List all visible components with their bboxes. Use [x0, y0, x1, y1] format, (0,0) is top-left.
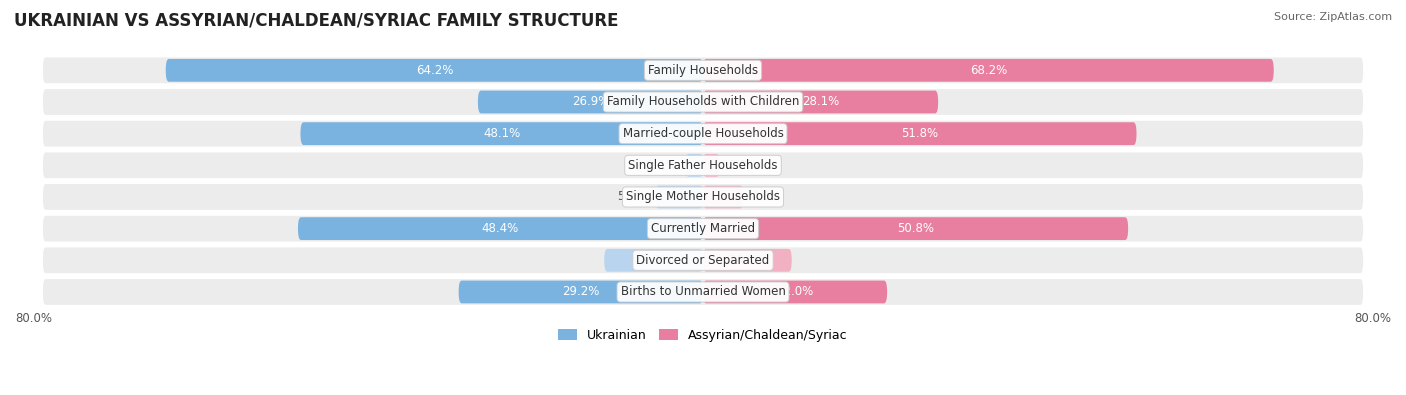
Text: 4.8%: 4.8% [752, 190, 782, 203]
FancyBboxPatch shape [655, 186, 703, 209]
Text: 28.1%: 28.1% [801, 96, 839, 109]
FancyBboxPatch shape [42, 246, 1364, 274]
FancyBboxPatch shape [166, 59, 703, 82]
FancyBboxPatch shape [703, 122, 1136, 145]
Text: 50.8%: 50.8% [897, 222, 934, 235]
FancyBboxPatch shape [42, 56, 1364, 84]
FancyBboxPatch shape [42, 215, 1364, 243]
Text: Single Mother Households: Single Mother Households [626, 190, 780, 203]
FancyBboxPatch shape [686, 154, 703, 177]
Text: Currently Married: Currently Married [651, 222, 755, 235]
FancyBboxPatch shape [42, 120, 1364, 148]
FancyBboxPatch shape [703, 59, 1274, 82]
Text: 68.2%: 68.2% [970, 64, 1007, 77]
Text: Births to Unmarried Women: Births to Unmarried Women [620, 286, 786, 299]
Text: 48.1%: 48.1% [484, 127, 520, 140]
Text: Married-couple Households: Married-couple Households [623, 127, 783, 140]
FancyBboxPatch shape [458, 280, 703, 303]
Text: Single Father Households: Single Father Households [628, 159, 778, 172]
FancyBboxPatch shape [42, 183, 1364, 211]
FancyBboxPatch shape [703, 186, 744, 209]
FancyBboxPatch shape [703, 249, 792, 272]
FancyBboxPatch shape [42, 88, 1364, 116]
Text: 22.0%: 22.0% [776, 286, 814, 299]
Text: Source: ZipAtlas.com: Source: ZipAtlas.com [1274, 12, 1392, 22]
Text: 5.7%: 5.7% [617, 190, 647, 203]
FancyBboxPatch shape [298, 217, 703, 240]
FancyBboxPatch shape [42, 151, 1364, 179]
Text: 51.8%: 51.8% [901, 127, 938, 140]
Text: 11.8%: 11.8% [636, 254, 672, 267]
FancyBboxPatch shape [42, 278, 1364, 306]
Legend: Ukrainian, Assyrian/Chaldean/Syriac: Ukrainian, Assyrian/Chaldean/Syriac [554, 324, 852, 347]
FancyBboxPatch shape [703, 90, 938, 113]
FancyBboxPatch shape [301, 122, 703, 145]
Text: 10.6%: 10.6% [728, 254, 766, 267]
Text: UKRAINIAN VS ASSYRIAN/CHALDEAN/SYRIAC FAMILY STRUCTURE: UKRAINIAN VS ASSYRIAN/CHALDEAN/SYRIAC FA… [14, 12, 619, 30]
Text: Family Households with Children: Family Households with Children [607, 96, 799, 109]
Text: 64.2%: 64.2% [416, 64, 453, 77]
FancyBboxPatch shape [703, 280, 887, 303]
Text: 29.2%: 29.2% [562, 286, 599, 299]
Text: Divorced or Separated: Divorced or Separated [637, 254, 769, 267]
Text: 2.1%: 2.1% [647, 159, 678, 172]
Text: 48.4%: 48.4% [482, 222, 519, 235]
FancyBboxPatch shape [605, 249, 703, 272]
FancyBboxPatch shape [478, 90, 703, 113]
FancyBboxPatch shape [703, 217, 1128, 240]
Text: 26.9%: 26.9% [572, 96, 609, 109]
Text: 2.0%: 2.0% [728, 159, 758, 172]
FancyBboxPatch shape [703, 154, 720, 177]
Text: Family Households: Family Households [648, 64, 758, 77]
